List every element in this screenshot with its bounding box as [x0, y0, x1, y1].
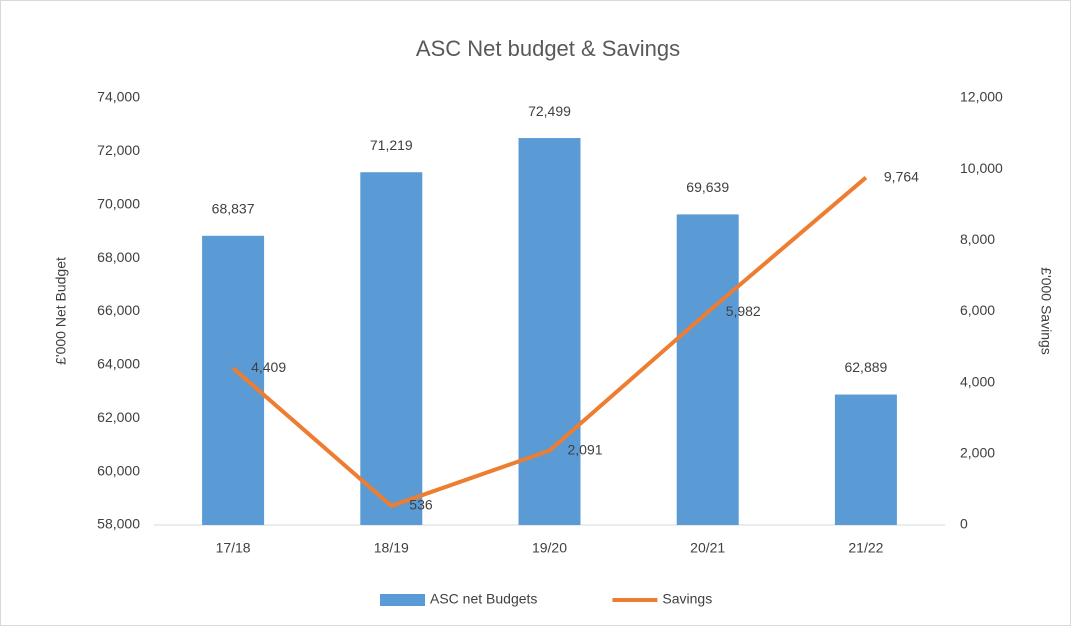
- y-tick-label: 72,000: [97, 142, 140, 158]
- y-tick-label: 62,000: [97, 409, 140, 425]
- bar: [360, 172, 423, 525]
- line-value-label: 536: [409, 497, 433, 513]
- y-tick-label: 64,000: [97, 356, 140, 372]
- legend-label: Savings: [662, 591, 712, 607]
- x-tick-label: 18/19: [374, 540, 409, 556]
- bar-value-label: 68,837: [212, 200, 255, 216]
- chart-title: ASC Net budget & Savings: [416, 36, 680, 61]
- bar-value-label: 72,499: [528, 103, 571, 119]
- y2-tick-label: 8,000: [960, 231, 995, 247]
- line-value-label: 5,982: [726, 303, 761, 319]
- y-tick-label: 58,000: [97, 516, 140, 532]
- x-tick-label: 21/22: [848, 540, 883, 556]
- y2-axis-label: £'000 Savings: [1038, 267, 1054, 355]
- y-tick-label: 60,000: [97, 462, 140, 478]
- bar: [834, 394, 897, 525]
- y-tick-label: 70,000: [97, 195, 140, 211]
- legend-label: ASC net Budgets: [430, 591, 537, 607]
- legend-swatch: [380, 594, 425, 606]
- line-value-label: 9,764: [884, 168, 919, 184]
- y-tick-label: 68,000: [97, 249, 140, 265]
- y2-tick-label: 12,000: [960, 89, 1003, 105]
- line-value-label: 4,409: [251, 359, 286, 375]
- bar-value-label: 71,219: [370, 137, 413, 153]
- x-tick-label: 20/21: [690, 540, 725, 556]
- y2-tick-label: 2,000: [960, 445, 995, 461]
- y-axis-label: £'000 Net Budget: [53, 257, 69, 365]
- bar: [518, 138, 581, 526]
- y-tick-label: 74,000: [97, 89, 140, 105]
- x-tick-label: 17/18: [216, 540, 251, 556]
- y2-tick-label: 0: [960, 516, 968, 532]
- bar-value-label: 62,889: [844, 359, 887, 375]
- y2-tick-label: 10,000: [960, 160, 1003, 176]
- bar: [202, 235, 265, 525]
- bar-value-label: 69,639: [686, 179, 729, 195]
- y2-tick-label: 4,000: [960, 373, 995, 389]
- y-tick-label: 66,000: [97, 302, 140, 318]
- line-value-label: 2,091: [568, 441, 603, 457]
- line: [231, 176, 868, 508]
- bar: [676, 214, 739, 525]
- y2-tick-label: 6,000: [960, 302, 995, 318]
- x-tick-label: 19/20: [532, 540, 567, 556]
